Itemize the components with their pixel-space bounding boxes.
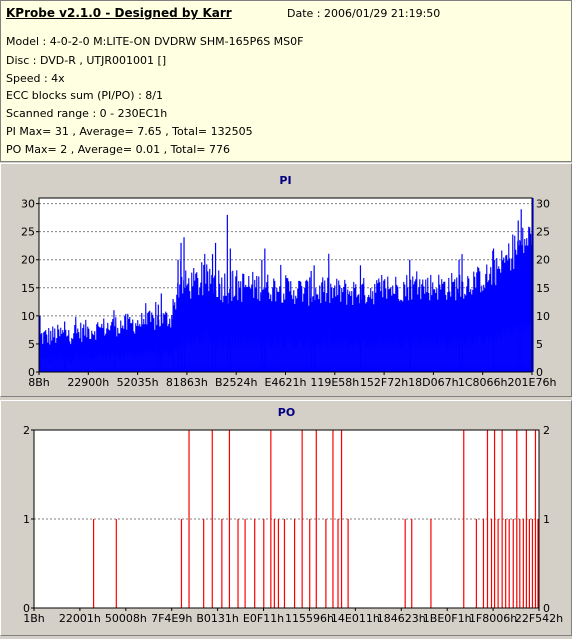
pi-chart: PI 0 0 5 5 10 10 15 15 20 20 25 25 30 30 8Bh 22900h 52035… <box>21 174 557 389</box>
pi-chart-panel: PI 0 0 5 5 10 10 15 15 20 20 25 25 30 30 8Bh 22900h 52035… <box>0 163 572 397</box>
y-tick-label-right: 15 <box>536 282 550 295</box>
y-tick-label-left: 2 <box>23 424 30 437</box>
x-tick-label: 1BE0F1h <box>423 612 472 625</box>
x-tick-label: 14E011h <box>331 612 380 625</box>
y-tick-label-right: 20 <box>536 254 550 267</box>
y-tick-label-left: 0 <box>28 366 35 379</box>
y-tick-label-right: 5 <box>536 338 543 351</box>
x-tick-label: E4621h <box>265 376 307 389</box>
app-title: KProbe v2.1.0 - Designed by Karr <box>6 6 232 20</box>
y-tick-label-right: 1 <box>543 513 550 526</box>
y-tick-label-left: 10 <box>21 310 35 323</box>
scanned-range-line: Scanned range : 0 - 230EC1h <box>6 107 168 120</box>
x-tick-label: 201E76h <box>508 376 557 389</box>
x-tick-label: 50008h <box>105 612 147 625</box>
y-tick-label-right: 0 <box>543 602 550 615</box>
y-tick-label-right: 25 <box>536 226 550 239</box>
x-tick-label: 22001h <box>59 612 101 625</box>
y-tick-label-left: 1 <box>23 513 30 526</box>
y-tick-label-right: 0 <box>536 366 543 379</box>
x-tick-label: 1F8006h <box>469 612 517 625</box>
x-tick-label: 52035h <box>117 376 159 389</box>
x-tick-label: E0F11h <box>243 612 284 625</box>
y-tick-label-left: 15 <box>21 282 35 295</box>
disc-line: Disc : DVD-R , UTJR001001 [] <box>6 54 167 67</box>
po-stats-line: PO Max= 2 , Average= 0.01 , Total= 776 <box>6 143 230 156</box>
info-panel: KProbe v2.1.0 - Designed by Karr Date : … <box>0 0 572 162</box>
x-tick-label: 1Bh <box>23 612 45 625</box>
x-tick-label: 81863h <box>166 376 208 389</box>
y-tick-label-left: 25 <box>21 226 35 239</box>
y-tick-label-left: 30 <box>21 198 35 211</box>
y-tick-label-left: 5 <box>28 338 35 351</box>
y-tick-label-left: 0 <box>23 602 30 615</box>
x-tick-label: 22F542h <box>515 612 563 625</box>
x-tick-label: 119E58h <box>310 376 359 389</box>
po-chart-panel: PO 0 0 1 1 2 2 1Bh 22001h 50008h 7F4E9h B0131h E0F11… <box>0 400 572 636</box>
y-tick-label-left: 20 <box>21 254 35 267</box>
x-tick-label: 18D067h <box>408 376 458 389</box>
plot-border <box>33 429 540 609</box>
chart-title: PO <box>278 406 295 419</box>
x-tick-label: 8Bh <box>28 376 50 389</box>
model-line: Model : 4-0-2-0 M:LITE-ON DVDRW SHM-165P… <box>6 35 304 48</box>
ecc-sum-line: ECC blocks sum (PI/PO) : 8/1 <box>6 89 163 102</box>
y-tick-label-right: 30 <box>536 198 550 211</box>
pi-stats-line: PI Max= 31 , Average= 7.65 , Total= 1325… <box>6 125 253 138</box>
speed-line: Speed : 4x <box>6 72 65 85</box>
scan-date: Date : 2006/01/29 21:19:50 <box>287 7 441 20</box>
y-tick-label-right: 10 <box>536 310 550 323</box>
y-tick-label-right: 2 <box>543 424 550 437</box>
x-tick-label: 22900h <box>67 376 109 389</box>
chart-title: PI <box>279 174 291 187</box>
x-tick-label: 184623h <box>377 612 426 625</box>
x-tick-label: 115596h <box>285 612 334 625</box>
x-tick-label: B0131h <box>196 612 239 625</box>
x-tick-label: 152F72h <box>360 376 408 389</box>
x-tick-label: 7F4E9h <box>151 612 192 625</box>
pi-series-fill <box>39 226 533 373</box>
po-chart: PO 0 0 1 1 2 2 1Bh 22001h 50008h 7F4E9h B0131h E0F11… <box>23 406 563 625</box>
x-tick-label: B2524h <box>215 376 258 389</box>
x-tick-label: 1C8066h <box>458 376 508 389</box>
